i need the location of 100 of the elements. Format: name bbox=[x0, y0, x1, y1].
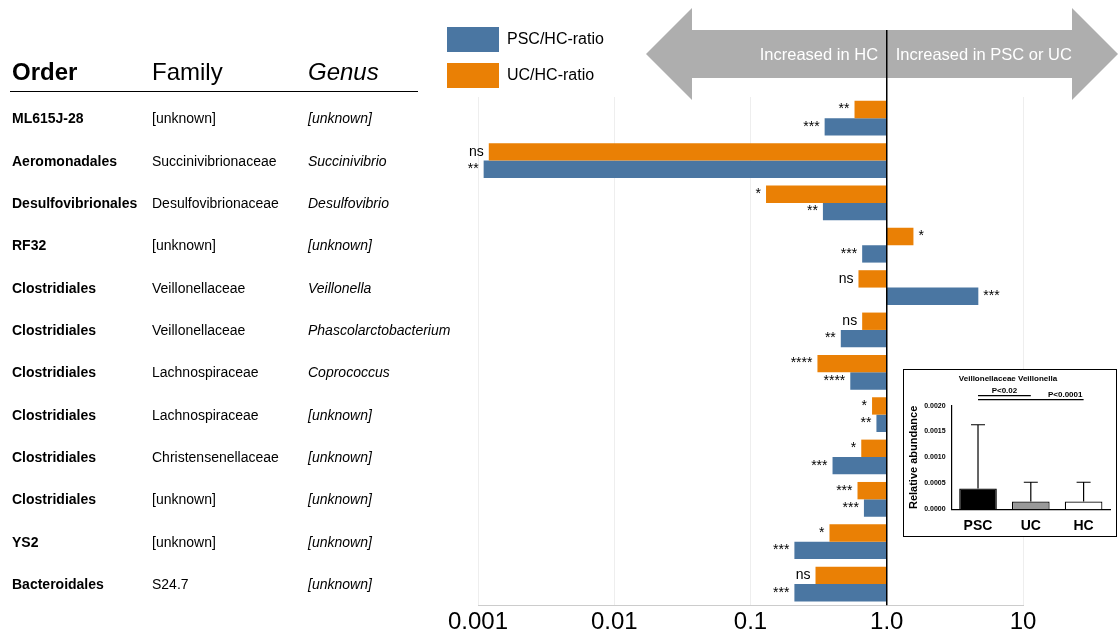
text: Increased in PSC or UC bbox=[895, 44, 1072, 64]
legend-label: UC/HC-ratio bbox=[507, 66, 595, 84]
bar bbox=[862, 312, 887, 330]
data-label: *** bbox=[811, 456, 829, 473]
text: Coprococcus bbox=[308, 364, 390, 381]
x-tick-label: HC bbox=[1073, 517, 1094, 534]
x-tick-label: UC bbox=[1020, 517, 1041, 534]
data-label: ** bbox=[838, 100, 851, 117]
bar bbox=[861, 439, 887, 457]
data-label: * bbox=[850, 439, 857, 456]
data-label: *** bbox=[803, 117, 821, 134]
bar bbox=[488, 143, 887, 161]
chart-title: Veillonellaceae Veillonella bbox=[958, 374, 1058, 383]
text: Succinivibrionaceae bbox=[152, 152, 277, 169]
y-axis-title: Relative abundance bbox=[906, 405, 919, 510]
text: Desulfovibrio bbox=[308, 194, 389, 211]
x-tick-label: 10 bbox=[1009, 607, 1037, 635]
text: Clostridiales bbox=[12, 321, 97, 338]
text: [unknown] bbox=[308, 533, 372, 550]
data-label: *** bbox=[836, 481, 854, 498]
text: Clostridiales bbox=[12, 279, 97, 296]
data-label: **** bbox=[790, 354, 813, 371]
text: Order bbox=[12, 58, 78, 86]
text: Clostridiales bbox=[12, 364, 97, 381]
text: [unknown] bbox=[308, 406, 372, 423]
text: Increased in HC bbox=[759, 44, 879, 64]
bar bbox=[886, 287, 979, 305]
data-label: * bbox=[918, 227, 925, 244]
text: [unknown] bbox=[152, 237, 216, 254]
data-label: ns bbox=[468, 142, 484, 159]
text: S24.7 bbox=[152, 576, 189, 593]
annotation: P<0.02 bbox=[991, 385, 1018, 395]
data-label: ** bbox=[467, 160, 480, 177]
text: Veillonella bbox=[308, 279, 372, 296]
data-label: * bbox=[819, 523, 826, 540]
x-tick-label: 0.1 bbox=[733, 607, 768, 635]
legend-label: PSC/HC-ratio bbox=[507, 30, 604, 48]
bar bbox=[483, 160, 887, 178]
text: Clostridiales bbox=[12, 448, 97, 465]
text: YS2 bbox=[12, 533, 39, 550]
text: Lachnospiraceae bbox=[152, 406, 259, 423]
data-label: ** bbox=[824, 329, 837, 346]
text: Genus bbox=[308, 58, 379, 86]
text: [unknown] bbox=[308, 237, 372, 254]
data-label: *** bbox=[773, 541, 790, 558]
text: Desulfovibrionales bbox=[12, 194, 138, 211]
data-label: *** bbox=[842, 498, 860, 515]
bar bbox=[824, 118, 887, 136]
data-label: ns bbox=[838, 269, 854, 286]
text: [unknown] bbox=[308, 491, 372, 508]
bar bbox=[858, 270, 887, 288]
data-label: * bbox=[861, 396, 868, 413]
x-tick-label: PSC bbox=[963, 517, 993, 534]
bar bbox=[822, 202, 887, 221]
bar bbox=[832, 456, 887, 475]
bar bbox=[794, 541, 887, 560]
text: [unknown] bbox=[308, 448, 372, 465]
data-label: ** bbox=[860, 414, 872, 431]
data-label: *** bbox=[773, 583, 790, 600]
text: Lachnospiraceae bbox=[152, 364, 259, 381]
bar bbox=[815, 566, 887, 585]
text: P<0.0001 bbox=[1047, 389, 1083, 399]
data-label: ns bbox=[842, 312, 858, 329]
text: [unknown] bbox=[152, 491, 216, 508]
x-tick-label: 1.0 bbox=[870, 607, 904, 635]
x-tick-label: 0.01 bbox=[590, 607, 638, 635]
text: Clostridiales bbox=[12, 491, 97, 508]
text: Succinivibrio bbox=[308, 152, 387, 169]
data-label: ** bbox=[807, 202, 819, 219]
text: ML615J-28 bbox=[12, 110, 84, 127]
bar bbox=[857, 481, 887, 500]
text: Aeromonadales bbox=[12, 152, 118, 169]
text: Bacteroidales bbox=[12, 576, 104, 593]
bar bbox=[872, 397, 887, 415]
bar bbox=[794, 584, 887, 602]
text: RF32 bbox=[12, 237, 47, 254]
text: Veillonellaceae bbox=[152, 321, 246, 338]
bar bbox=[876, 414, 887, 432]
data-label: *** bbox=[983, 287, 1001, 304]
text: [unknown] bbox=[152, 533, 216, 550]
bar bbox=[886, 227, 914, 246]
text: [unknown] bbox=[152, 110, 216, 127]
bar bbox=[850, 372, 887, 390]
text: Christensenellaceae bbox=[152, 448, 279, 465]
text: [unknown] bbox=[308, 576, 372, 593]
text: [unknown] bbox=[308, 110, 372, 127]
text: Desulfovibrionaceae bbox=[152, 194, 279, 211]
bar bbox=[840, 329, 887, 348]
text: Clostridiales bbox=[12, 406, 97, 423]
bar bbox=[829, 524, 887, 542]
bar bbox=[863, 499, 887, 517]
data-label: ns bbox=[795, 566, 811, 583]
bar bbox=[766, 185, 887, 203]
data-label: **** bbox=[823, 371, 846, 388]
bar bbox=[817, 354, 887, 373]
data-label: * bbox=[755, 185, 762, 202]
x-tick-label: 0.001 bbox=[447, 607, 509, 635]
text: Family bbox=[152, 58, 223, 86]
text: Phascolarctobacterium bbox=[308, 321, 451, 338]
bar bbox=[854, 100, 887, 119]
